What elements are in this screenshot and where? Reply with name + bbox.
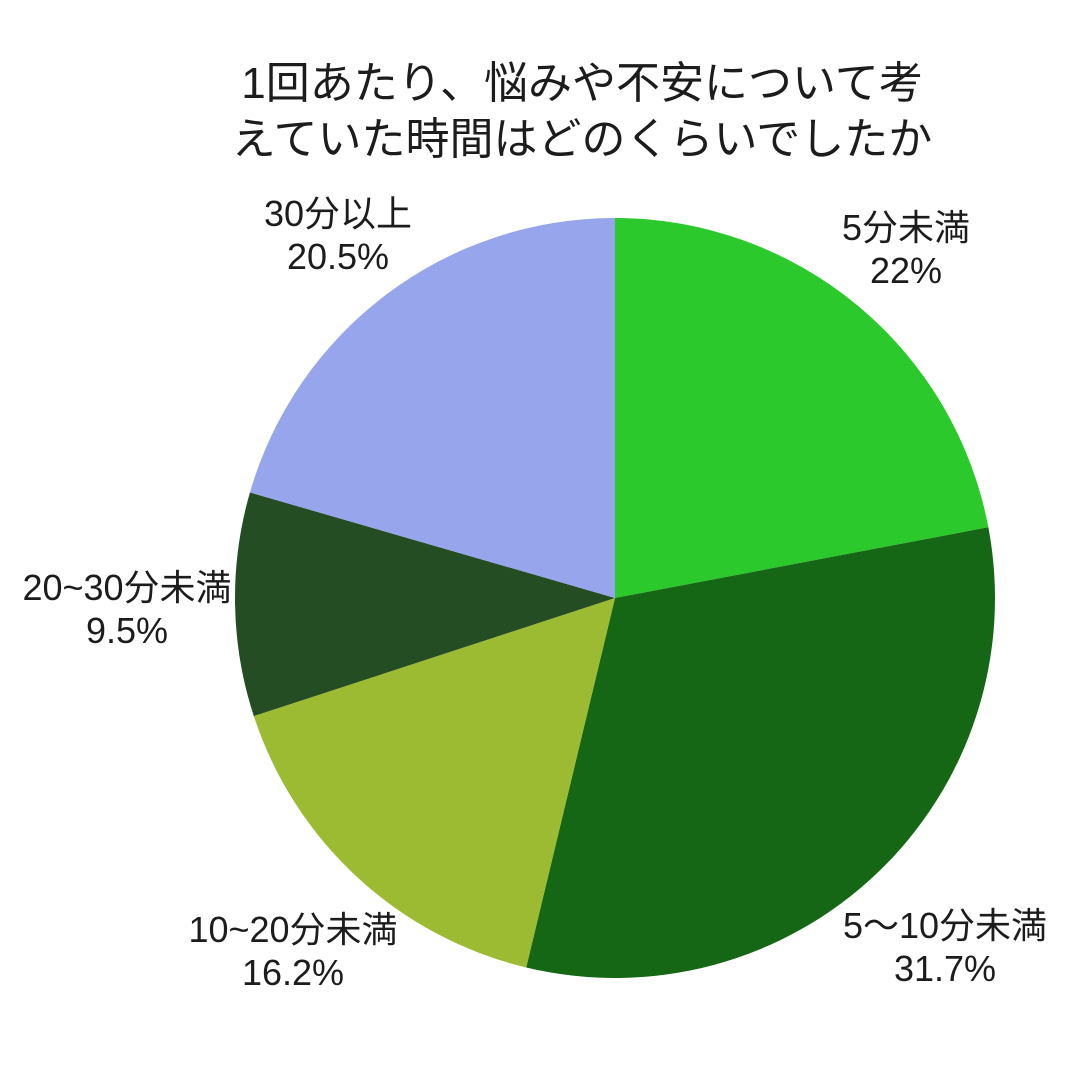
pie-label-category: 5〜10分未満 [842, 905, 1048, 946]
pie-slice-1 [526, 527, 996, 979]
pie-label-percent: 9.5% [85, 610, 169, 651]
pie-label-category: 5分未満 [841, 207, 971, 248]
pie-label-percent: 20.5% [286, 236, 390, 277]
pie-label-5min: 5分未満 22% [842, 206, 970, 292]
pie-label-30min-plus: 30分以上 20.5% [264, 192, 412, 278]
pie-label-5-10min: 5〜10分未満 31.7% [843, 904, 1047, 990]
pie-label-20-30min: 20~30分未満 9.5% [22, 566, 231, 652]
pie-label-percent: 22% [869, 250, 943, 291]
pie-slice-0 [615, 218, 989, 598]
pie-label-percent: 31.7% [893, 948, 997, 989]
pie-label-category: 20~30分未満 [22, 567, 232, 608]
chart-title-line1: 1回あたり、悩みや不安について考 [241, 59, 923, 108]
pie-label-category: 30分以上 [263, 193, 413, 234]
pie-label-percent: 16.2% [241, 952, 345, 993]
chart-title-line2: えていた時間はどのくらいでしたか [231, 115, 933, 164]
pie-slice-2 [253, 598, 615, 968]
chart-title: 1回あたり、悩みや不安について考 えていた時間はどのくらいでしたか [232, 56, 932, 168]
pie-label-10-20min: 10~20分未満 16.2% [188, 908, 397, 994]
pie-slice-4 [249, 218, 615, 598]
pie-slice-3 [234, 492, 615, 717]
pie-label-category: 10~20分未満 [188, 909, 398, 950]
